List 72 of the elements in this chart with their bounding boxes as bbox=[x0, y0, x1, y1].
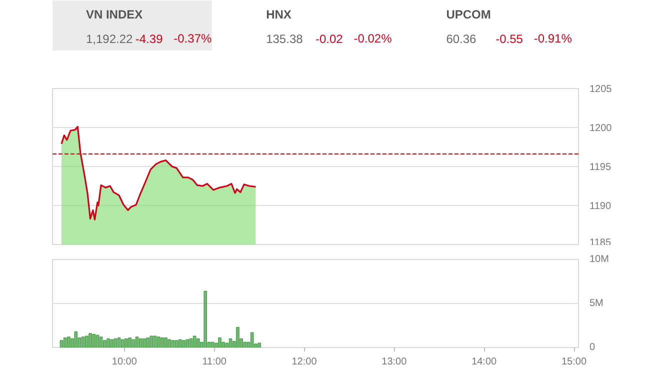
bar bbox=[228, 338, 232, 348]
bar bbox=[146, 338, 150, 348]
bar bbox=[196, 338, 200, 348]
text: VN INDEX bbox=[86, 8, 143, 22]
text: -0.55 bbox=[496, 32, 524, 46]
bar bbox=[204, 290, 208, 348]
text: 135.38 bbox=[266, 32, 304, 46]
bar bbox=[192, 336, 196, 348]
bar bbox=[138, 338, 142, 348]
bar bbox=[114, 338, 118, 348]
bar bbox=[74, 331, 78, 348]
bar bbox=[106, 338, 110, 348]
bar bbox=[128, 338, 132, 348]
bar bbox=[156, 336, 160, 348]
bar bbox=[67, 336, 70, 348]
text: -0.02 bbox=[316, 32, 344, 46]
y-tick-label: 1195 bbox=[590, 162, 612, 173]
y-tick-label: 1205 bbox=[590, 84, 612, 95]
bar bbox=[92, 334, 96, 348]
bar bbox=[103, 340, 106, 348]
x-tick-label: 11:00 bbox=[202, 356, 227, 368]
line-series bbox=[60, 126, 257, 220]
bar bbox=[110, 339, 114, 348]
bar bbox=[60, 340, 64, 348]
bar bbox=[258, 342, 261, 348]
text: -4.39 bbox=[135, 32, 164, 46]
y-tick-label: 5M bbox=[590, 298, 604, 309]
bar bbox=[124, 338, 128, 348]
bar bbox=[182, 340, 186, 348]
bar bbox=[243, 342, 247, 348]
bar bbox=[178, 339, 182, 348]
bar bbox=[150, 336, 154, 348]
y-tick-label: 1190 bbox=[590, 201, 612, 212]
text: -0.37% bbox=[174, 32, 212, 46]
bar bbox=[153, 336, 157, 348]
bar bbox=[117, 338, 121, 348]
text: UPCOM bbox=[446, 8, 491, 22]
text: HNX bbox=[266, 8, 292, 22]
text: -0.02% bbox=[354, 32, 392, 46]
bar bbox=[210, 342, 214, 348]
bar bbox=[171, 340, 175, 348]
bar bbox=[63, 338, 67, 348]
y-tick-label: 10M bbox=[590, 254, 609, 265]
bar bbox=[174, 340, 178, 348]
x-tick-label: 12:00 bbox=[292, 356, 318, 368]
bar bbox=[189, 338, 193, 348]
x-tick-label: 13:00 bbox=[382, 356, 408, 368]
bar bbox=[164, 338, 168, 348]
bar bbox=[120, 339, 124, 348]
bar bbox=[142, 338, 146, 348]
bar bbox=[186, 339, 190, 348]
bar bbox=[81, 336, 85, 348]
bar bbox=[250, 332, 254, 348]
bar bbox=[160, 338, 164, 348]
bar bbox=[99, 336, 103, 348]
x-tick-label: 15:00 bbox=[561, 356, 587, 368]
bar bbox=[132, 339, 136, 348]
bar bbox=[85, 336, 88, 348]
bar bbox=[236, 326, 240, 348]
text: 1,192.22 bbox=[86, 32, 134, 46]
bar bbox=[222, 342, 225, 348]
text: -0.91% bbox=[534, 32, 572, 46]
y-tick-label: 1200 bbox=[590, 123, 612, 134]
text: 60.36 bbox=[446, 32, 477, 46]
bar bbox=[135, 336, 139, 348]
bar bbox=[88, 333, 92, 348]
bar bbox=[168, 339, 172, 348]
bar bbox=[96, 334, 100, 348]
x-tick-label: 14:00 bbox=[472, 356, 498, 368]
y-tick-label: 0 bbox=[590, 342, 596, 353]
bar bbox=[218, 338, 222, 348]
x-tick-label: 10:00 bbox=[112, 356, 138, 368]
